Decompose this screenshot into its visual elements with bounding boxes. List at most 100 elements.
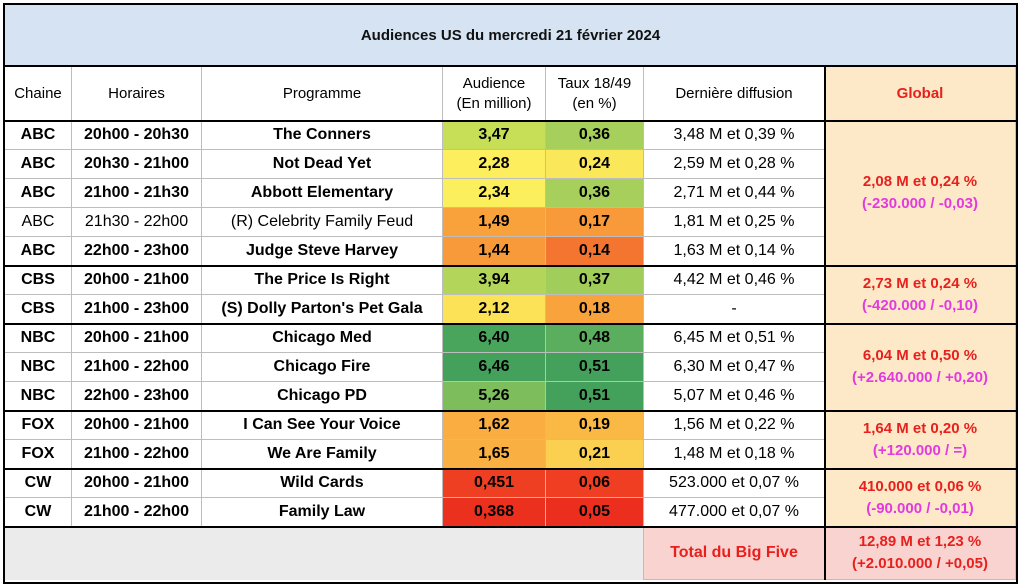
row-derniere-diffusion: 2,71 M et 0,44 %: [644, 179, 825, 208]
global-main-value: 6,04 M et 0,50 %: [862, 347, 978, 364]
row-programme: We Are Family: [202, 440, 443, 469]
row-derniere-diffusion: -: [644, 295, 825, 324]
header-derniere-diffusion: Dernière diffusion: [644, 67, 825, 121]
row-chaine: NBC: [5, 353, 72, 382]
row-chaine: ABC: [5, 208, 72, 237]
row-taux: 0,51: [546, 353, 644, 382]
row-chaine: CBS: [5, 266, 72, 295]
row-taux: 0,37: [546, 266, 644, 295]
row-derniere-diffusion: 1,48 M et 0,18 %: [644, 440, 825, 469]
row-programme: (S) Dolly Parton's Pet Gala: [202, 295, 443, 324]
row-derniere-diffusion: 1,81 M et 0,25 %: [644, 208, 825, 237]
row-programme: Chicago PD: [202, 382, 443, 411]
row-taux: 0,48: [546, 324, 644, 353]
global-delta-value: (+2.640.000 / +0,20): [852, 369, 988, 386]
row-programme: I Can See Your Voice: [202, 411, 443, 440]
row-programme: Judge Steve Harvey: [202, 237, 443, 266]
row-derniere-diffusion: 2,59 M et 0,28 %: [644, 150, 825, 179]
global-cbs: 2,73 M et 0,24 % (-420.000 / -0,10): [825, 266, 1016, 324]
total-empty-area: [5, 527, 644, 580]
row-chaine: NBC: [5, 382, 72, 411]
global-column-separator: [824, 67, 826, 580]
audience-table: Audiences US du mercredi 21 février 2024…: [3, 3, 1018, 584]
row-derniere-diffusion: 4,42 M et 0,46 %: [644, 266, 825, 295]
header-audience: Audience (En million): [443, 67, 546, 121]
group-separator: [5, 323, 1016, 325]
header-audience-line1: Audience: [462, 74, 526, 92]
row-chaine: CW: [5, 469, 72, 498]
row-horaires: 20h00 - 21h00: [72, 324, 202, 353]
header-horaires: Horaires: [72, 67, 202, 121]
row-horaires: 22h00 - 23h00: [72, 237, 202, 266]
row-horaires: 21h30 - 22h00: [72, 208, 202, 237]
global-delta-value: (+120.000 / =): [872, 441, 968, 459]
row-programme: Wild Cards: [202, 469, 443, 498]
row-taux: 0,51: [546, 382, 644, 411]
row-audience: 2,28: [443, 150, 546, 179]
row-derniere-diffusion: 5,07 M et 0,46 %: [644, 382, 825, 411]
row-taux: 0,05: [546, 498, 644, 527]
row-chaine: ABC: [5, 121, 72, 150]
row-derniere-diffusion: 6,45 M et 0,51 %: [644, 324, 825, 353]
row-chaine: FOX: [5, 411, 72, 440]
global-delta-value: (-230.000 / -0,03): [862, 195, 978, 212]
total-main-value: 12,89 M et 1,23 %: [858, 533, 982, 550]
global-main-value: 1,64 M et 0,20 %: [862, 419, 978, 437]
row-derniere-diffusion: 1,63 M et 0,14 %: [644, 237, 825, 266]
row-audience: 6,46: [443, 353, 546, 382]
row-audience: 2,34: [443, 179, 546, 208]
global-fox: 1,64 M et 0,20 % (+120.000 / =): [825, 411, 1016, 469]
total-delta-value: (+2.010.000 / +0,05): [852, 555, 988, 572]
row-audience: 2,12: [443, 295, 546, 324]
group-separator: [5, 410, 1016, 412]
row-audience: 1,49: [443, 208, 546, 237]
row-chaine: ABC: [5, 179, 72, 208]
row-taux: 0,19: [546, 411, 644, 440]
row-audience: 1,65: [443, 440, 546, 469]
row-audience: 1,62: [443, 411, 546, 440]
global-main-value: 2,73 M et 0,24 %: [862, 274, 978, 292]
group-separator: [5, 265, 1016, 267]
row-audience: 3,94: [443, 266, 546, 295]
row-programme: (R) Celebrity Family Feud: [202, 208, 443, 237]
row-programme: Chicago Fire: [202, 353, 443, 382]
row-programme: The Price Is Right: [202, 266, 443, 295]
row-chaine: ABC: [5, 150, 72, 179]
row-chaine: CW: [5, 498, 72, 527]
global-main-value: 2,08 M et 0,24 %: [862, 173, 978, 190]
row-taux: 0,06: [546, 469, 644, 498]
row-horaires: 20h00 - 21h00: [72, 411, 202, 440]
row-horaires: 21h00 - 22h00: [72, 498, 202, 527]
row-taux: 0,36: [546, 121, 644, 150]
group-separator: [5, 120, 1016, 122]
row-taux: 0,21: [546, 440, 644, 469]
row-horaires: 20h00 - 20h30: [72, 121, 202, 150]
row-taux: 0,24: [546, 150, 644, 179]
row-horaires: 21h00 - 23h00: [72, 295, 202, 324]
global-cw: 410.000 et 0,06 % (-90.000 / -0,01): [825, 469, 1016, 527]
row-programme: Abbott Elementary: [202, 179, 443, 208]
table-title: Audiences US du mercredi 21 février 2024: [5, 5, 1016, 67]
row-horaires: 20h00 - 21h00: [72, 469, 202, 498]
header-taux-line2: (en %): [572, 94, 617, 112]
header-global: Global: [825, 67, 1016, 121]
row-taux: 0,36: [546, 179, 644, 208]
row-derniere-diffusion: 3,48 M et 0,39 %: [644, 121, 825, 150]
row-derniere-diffusion: 523.000 et 0,07 %: [644, 469, 825, 498]
row-audience: 0,451: [443, 469, 546, 498]
header-audience-line2: (En million): [456, 94, 532, 112]
header-taux-line1: Taux 18/49: [557, 74, 632, 92]
row-derniere-diffusion: 6,30 M et 0,47 %: [644, 353, 825, 382]
row-horaires: 21h00 - 21h30: [72, 179, 202, 208]
global-nbc: 6,04 M et 0,50 % (+2.640.000 / +0,20): [825, 324, 1016, 411]
global-abc: 2,08 M et 0,24 % (-230.000 / -0,03): [825, 121, 1016, 266]
row-derniere-diffusion: 1,56 M et 0,22 %: [644, 411, 825, 440]
row-taux: 0,14: [546, 237, 644, 266]
global-delta-value: (-90.000 / -0,01): [866, 499, 974, 517]
row-audience: 1,44: [443, 237, 546, 266]
row-horaires: 21h00 - 22h00: [72, 440, 202, 469]
row-chaine: NBC: [5, 324, 72, 353]
header-chaine: Chaine: [5, 67, 72, 121]
row-audience: 5,26: [443, 382, 546, 411]
row-programme: Family Law: [202, 498, 443, 527]
